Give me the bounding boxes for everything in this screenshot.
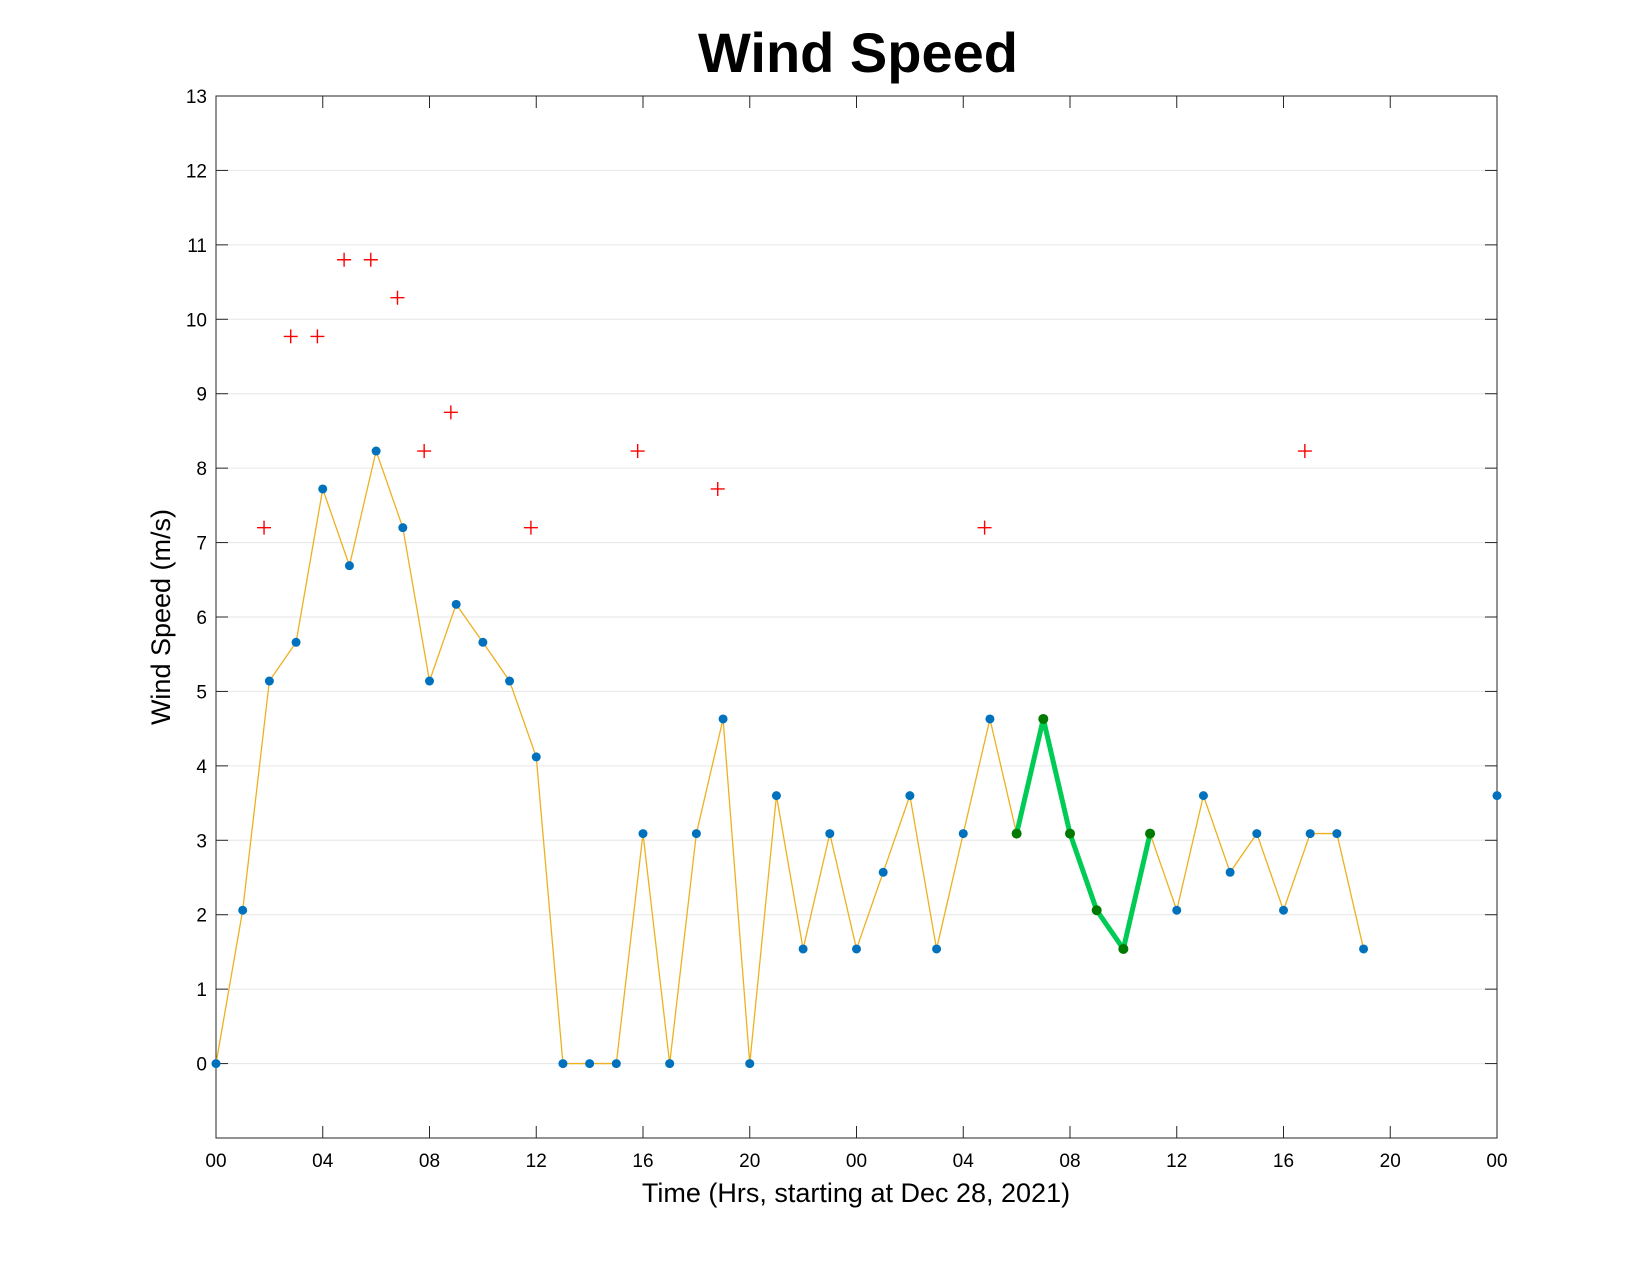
gust-marker [417, 444, 432, 459]
wind-speed-point [905, 791, 915, 801]
gust-marker [1297, 444, 1312, 459]
wind-speed-point [718, 714, 728, 724]
highlight-point [1065, 828, 1075, 839]
wind-speed-point [1492, 791, 1502, 801]
wind-speed-point [1305, 829, 1315, 839]
wind-speed-point [505, 676, 515, 686]
y-tick-label: 2 [196, 906, 207, 927]
grid-lines [216, 95, 1497, 1065]
x-tick-label: 00 [1486, 1151, 1507, 1172]
wind-speed-point [264, 676, 274, 686]
wind-speed-point [985, 714, 995, 724]
x-tick-label: 04 [953, 1151, 975, 1172]
wind-speed-point [291, 637, 301, 647]
highlight-point [1145, 828, 1156, 839]
wind-speed-point [1359, 944, 1369, 954]
x-tick-label: 00 [846, 1151, 867, 1172]
wind-speed-line [215, 448, 1365, 1065]
wind-speed-point [798, 944, 808, 954]
y-tick-label: 10 [186, 310, 207, 331]
x-tick-label: 08 [419, 1151, 440, 1172]
wind-speed-point [1225, 867, 1235, 877]
x-axis: 00 04 08 12 16 20 00 04 08 12 16 20 00 [205, 96, 1508, 1172]
gust-marker [630, 444, 645, 459]
wind-speed-point [825, 829, 835, 839]
wind-speed-point [1198, 791, 1208, 801]
wind-speed-point [211, 1059, 221, 1069]
wind-speed-point [585, 1059, 595, 1069]
x-tick-label: 20 [739, 1151, 760, 1172]
wind-speed-point [932, 944, 942, 954]
wind-speed-point [318, 484, 328, 494]
y-tick-label: 0 [196, 1055, 207, 1076]
gust-marker [363, 252, 378, 267]
highlight-line [1014, 716, 1153, 952]
gust-marker [257, 520, 272, 535]
series-layer [211, 252, 1502, 1069]
y-tick-label: 4 [196, 757, 207, 778]
y-tick-label: 8 [196, 459, 207, 480]
wind-speed-point [344, 561, 354, 571]
x-tick-label: 04 [312, 1151, 334, 1172]
wind-speed-point [852, 944, 861, 954]
gust-marker [977, 520, 992, 535]
gust-marker [523, 520, 538, 535]
wind-speed-point [558, 1059, 568, 1069]
x-tick-label: 08 [1059, 1151, 1080, 1172]
wind-speed-point [958, 829, 968, 839]
wind-speed-point [1279, 905, 1288, 915]
wind-speed-point [371, 446, 381, 456]
wind-speed-point [1332, 829, 1342, 839]
highlight-point [1091, 905, 1102, 916]
y-tick-label: 6 [196, 608, 207, 629]
gust-marker [310, 329, 325, 344]
wind-speed-point [398, 523, 408, 533]
highlight-point [1011, 828, 1022, 839]
chart-title: Wind Speed [698, 21, 1018, 84]
x-axis-label: Time (Hrs, starting at Dec 28, 2021) [642, 1178, 1070, 1208]
x-tick-label: 16 [632, 1151, 653, 1172]
highlight-point [1038, 713, 1049, 724]
x-tick-label: 12 [526, 1151, 547, 1172]
wind-speed-point [771, 791, 781, 801]
gust-marker [337, 252, 352, 267]
wind-speed-point [878, 867, 888, 877]
x-tick-label: 16 [1273, 1151, 1294, 1172]
y-tick-label: 11 [187, 236, 207, 257]
x-tick-label: 00 [205, 1151, 226, 1172]
y-tick-label: 5 [196, 682, 207, 703]
y-tick-label: 1 [196, 980, 207, 1001]
gust-marker [443, 405, 458, 420]
wind-speed-point [638, 829, 648, 839]
gust-marker [390, 290, 405, 305]
wind-speed-point [611, 1059, 621, 1069]
gust-marker [283, 329, 298, 344]
wind-speed-point [1172, 905, 1182, 915]
x-tick-label: 12 [1166, 1151, 1187, 1172]
wind-speed-point [1252, 829, 1262, 839]
y-axis-label: Wind Speed (m/s) [146, 509, 176, 725]
wind-speed-point [531, 752, 541, 762]
y-tick-label: 13 [186, 87, 207, 108]
wind-speed-point [745, 1059, 755, 1069]
wind-speed-point [238, 905, 248, 915]
wind-speed-point [665, 1059, 675, 1069]
x-tick-label: 20 [1380, 1151, 1401, 1172]
highlight-point [1118, 943, 1129, 954]
wind-speed-point [478, 637, 488, 647]
y-tick-label: 7 [196, 534, 207, 555]
y-tick-label: 9 [196, 385, 207, 406]
y-tick-label: 12 [186, 161, 207, 182]
wind-speed-point [425, 676, 434, 686]
wind-speed-point [691, 829, 701, 839]
y-tick-label: 3 [196, 831, 207, 852]
wind-speed-point [451, 599, 461, 609]
gust-marker [710, 481, 725, 496]
